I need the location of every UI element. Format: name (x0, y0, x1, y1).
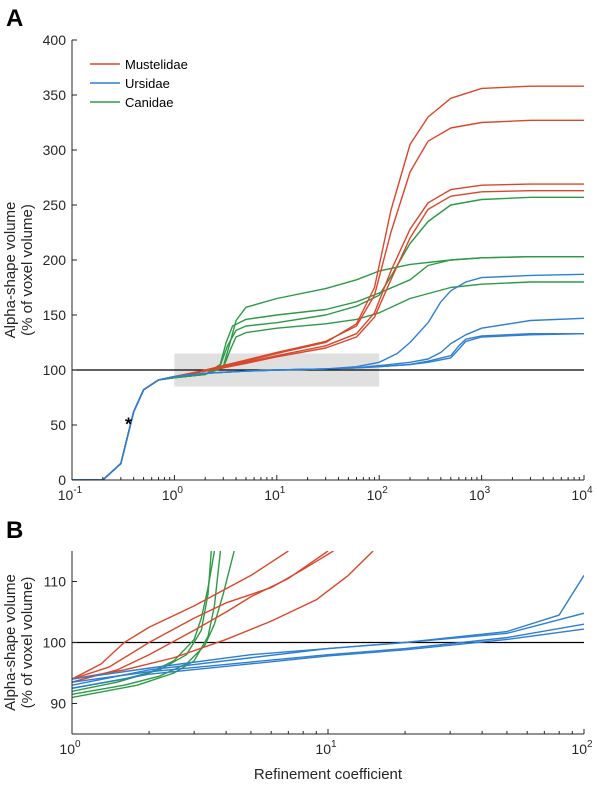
series-group (72, 551, 584, 699)
series-line-canidae-9 (72, 551, 216, 692)
y-tick-label: 150 (43, 307, 67, 323)
tick-group: 0 50 100 150 200 250 300 350 400 10-1 100 101 102 103… (43, 32, 593, 503)
panel-letter-b: B (6, 517, 23, 544)
y-axis-label-line2: (% of voxel volume) (19, 577, 36, 709)
series-line-ursidae-8 (72, 628, 584, 689)
series-line-ursidae-6 (72, 317, 584, 480)
y-axis-label-line1: Alpha-shape volume (2, 202, 19, 339)
x-tick-label: 100 (162, 485, 184, 503)
x-tick-label: 102 (571, 739, 593, 757)
x-tick-label: 10-1 (58, 485, 83, 503)
y-tick-label: 90 (50, 696, 66, 712)
series-line-mustelidae-3 (72, 183, 584, 480)
panel-b: 90 100 110 100 101 102 Alpha-shape volume (% … (2, 551, 593, 783)
x-tick-label: 103 (469, 485, 491, 503)
tick-group: 90 100 110 100 101 102 (43, 574, 593, 758)
y-axis-label-line2: (% of voxel volume) (19, 204, 36, 336)
y-tick-label: 100 (43, 635, 67, 651)
series-group (72, 85, 584, 480)
x-axis-label: Refinement coefficient (254, 766, 403, 783)
series-line-ursidae-7 (72, 623, 584, 683)
x-tick-label: 101 (315, 739, 337, 757)
y-tick-label: 350 (43, 87, 67, 103)
y-tick-label: 200 (43, 252, 67, 268)
panel-letter-a: A (6, 5, 23, 32)
panel-a: 0 50 100 150 200 250 300 350 400 10-1 100 101 102 103… (2, 32, 593, 503)
legend-label-canidae: Canidae (125, 95, 173, 110)
annotation-asterisk: * (125, 415, 132, 435)
x-tick-label: 104 (571, 485, 593, 503)
series-line-canidae-11 (72, 551, 222, 699)
y-tick-label: 100 (43, 362, 67, 378)
y-tick-label: 110 (44, 574, 67, 590)
y-tick-label: 300 (43, 142, 67, 158)
series-line-ursidae-8 (72, 333, 584, 480)
y-tick-label: 50 (50, 417, 66, 433)
legend-label-ursidae: Ursidae (125, 76, 170, 91)
series-line-mustelidae-2 (72, 119, 584, 480)
series-line-canidae-11 (72, 196, 584, 480)
series-line-mustelidae-3 (72, 551, 329, 683)
y-tick-label: 250 (43, 197, 67, 213)
series-line-mustelidae-1 (72, 551, 289, 680)
y-tick-label: 0 (58, 472, 66, 488)
series-line-canidae-10 (72, 551, 235, 696)
legend-label-mustelidae: Mustelidae (125, 57, 188, 72)
y-tick-label: 400 (43, 32, 67, 48)
x-tick-label: 102 (367, 485, 389, 503)
series-line-ursidae-6 (72, 612, 584, 686)
y-axis-label-line1: Alpha-shape volume (2, 574, 19, 711)
series-line-mustelidae-4 (72, 551, 374, 680)
x-tick-label: 101 (264, 485, 286, 503)
x-tick-label: 100 (59, 739, 81, 757)
legend: Mustelidae Ursidae Canidae (90, 57, 188, 110)
